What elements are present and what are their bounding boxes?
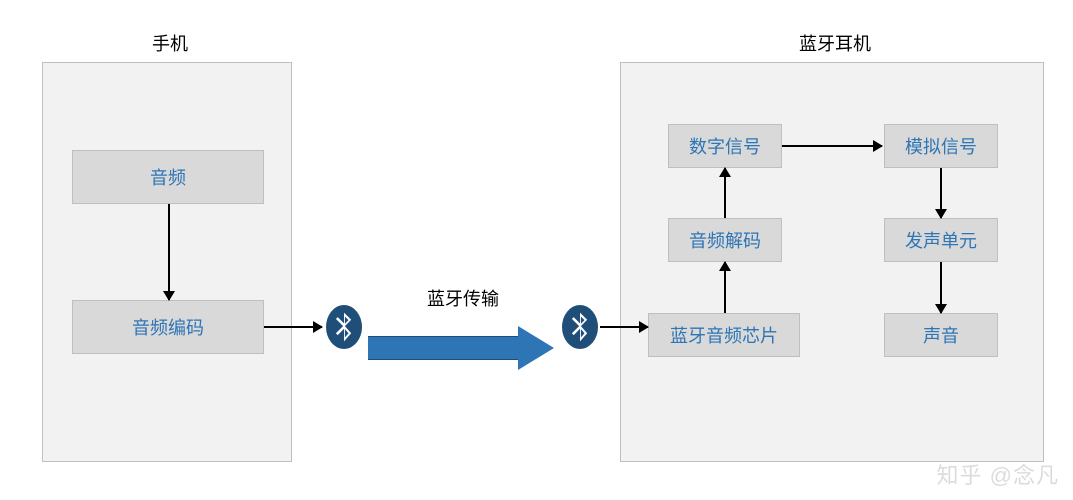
arrow-chip-to-decode bbox=[724, 262, 726, 313]
node-speaker-unit: 发声单元 bbox=[884, 218, 998, 262]
bluetooth-icon-right bbox=[562, 305, 598, 349]
transfer-label: 蓝牙传输 bbox=[418, 285, 508, 311]
node-audio-decode: 音频解码 bbox=[668, 218, 782, 262]
group-title-phone: 手机 bbox=[140, 30, 200, 56]
arrow-speaker-to-sound bbox=[940, 262, 942, 313]
bluetooth-glyph-icon bbox=[571, 312, 589, 342]
node-audio-encode: 音频编码 bbox=[72, 300, 264, 354]
node-audio: 音频 bbox=[72, 150, 264, 204]
node-bt-chip: 蓝牙音频芯片 bbox=[648, 313, 800, 357]
group-title-earbuds: 蓝牙耳机 bbox=[785, 30, 885, 56]
group-frame-phone bbox=[42, 62, 292, 462]
diagram-canvas: 手机 蓝牙耳机 音频 音频编码 蓝牙音频芯片 音频解码 数字信号 模拟信号 发声… bbox=[0, 0, 1073, 500]
node-digital: 数字信号 bbox=[668, 124, 782, 168]
node-analog: 模拟信号 bbox=[884, 124, 998, 168]
arrow-encode-to-bt1 bbox=[264, 326, 322, 328]
bluetooth-icon-left bbox=[326, 305, 362, 349]
group-frame-earbuds bbox=[620, 62, 1044, 462]
big-transfer-arrow bbox=[368, 326, 554, 370]
arrow-analog-to-speaker bbox=[940, 168, 942, 218]
arrow-bt2-to-chip bbox=[600, 326, 648, 328]
watermark: 知乎 @念凡 bbox=[937, 458, 1059, 490]
arrow-decode-to-digital bbox=[724, 168, 726, 218]
arrow-audio-to-encode bbox=[168, 204, 170, 300]
arrow-digital-to-analog bbox=[782, 145, 882, 147]
node-sound: 声音 bbox=[884, 313, 998, 357]
bluetooth-glyph-icon bbox=[335, 312, 353, 342]
